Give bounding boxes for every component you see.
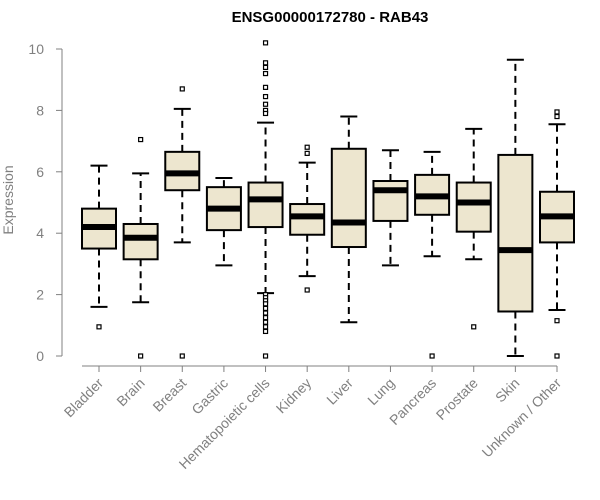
box-kidney (289, 144, 326, 293)
x-tick-label: Unknown / Other (479, 375, 565, 461)
chart-title: ENSG00000172780 - RAB43 (232, 9, 429, 26)
outlier-point (554, 109, 560, 115)
x-tick-label: Breast (149, 375, 189, 415)
outlier-point (262, 315, 269, 321)
outlier-point (262, 60, 269, 66)
outlier-point (262, 40, 269, 46)
box-body (330, 147, 367, 249)
box-skin (497, 58, 534, 357)
outlier-point (262, 319, 269, 325)
x-tick-label: Brain (113, 375, 147, 409)
outlier-point (96, 324, 102, 330)
x-tick-label: Skin (492, 375, 523, 406)
box-body (247, 181, 284, 229)
outlier-point (262, 93, 269, 100)
box-liver (330, 115, 367, 324)
outlier-point (554, 113, 560, 120)
outlier-point (179, 353, 185, 359)
outlier-point (262, 101, 269, 107)
x-tick-label: Prostate (433, 375, 481, 423)
box-prostate (455, 127, 492, 330)
box-gastric (205, 176, 242, 267)
y-tick-label: 4 (36, 225, 44, 241)
outlier-point (262, 110, 269, 117)
outlier-point (554, 318, 560, 324)
outlier-point (304, 287, 310, 293)
box-body (497, 153, 534, 313)
x-tick-label: Kidney (273, 375, 315, 417)
box-body (122, 222, 159, 261)
outlier-point (262, 70, 269, 77)
outlier-point (262, 64, 269, 71)
box-pancreas (414, 150, 451, 359)
y-tick-label: 10 (28, 41, 44, 57)
outlier-point (262, 84, 269, 90)
box-unknown-other (539, 109, 575, 359)
outlier-point (262, 305, 269, 312)
x-tick-label: Liver (323, 375, 356, 408)
outlier-point (554, 353, 560, 359)
box-body (455, 181, 492, 233)
y-tick-label: 2 (36, 287, 44, 303)
outlier-point (262, 301, 269, 307)
outlier-point (304, 150, 310, 156)
box-brain (122, 136, 159, 359)
y-tick-label: 0 (36, 348, 44, 364)
box-body (289, 203, 326, 236)
outlier-point (471, 324, 477, 330)
y-tick-label: 6 (36, 164, 44, 180)
y-tick-label: 8 (36, 102, 44, 118)
x-tick-label: Bladder (61, 375, 107, 421)
outlier-point (138, 353, 144, 359)
y-axis-ticks: 0 2 4 6 8 10 (28, 41, 62, 364)
outlier-point (262, 310, 269, 316)
box-breast (164, 86, 201, 359)
box-hematopoietic-cells (247, 40, 284, 359)
y-axis-title: Expression (0, 165, 16, 234)
outlier-point (138, 136, 144, 143)
outlier-point (429, 353, 435, 359)
x-tick-label: Lung (364, 375, 397, 408)
box-lung (372, 149, 409, 267)
boxes-group (81, 40, 575, 359)
box-bladder (81, 164, 117, 330)
outlier-point (262, 353, 269, 359)
outlier-point (304, 144, 310, 150)
box-body (372, 180, 409, 222)
outlier-point (262, 328, 269, 335)
outlier-point (262, 324, 269, 330)
outlier-point (179, 86, 185, 92)
